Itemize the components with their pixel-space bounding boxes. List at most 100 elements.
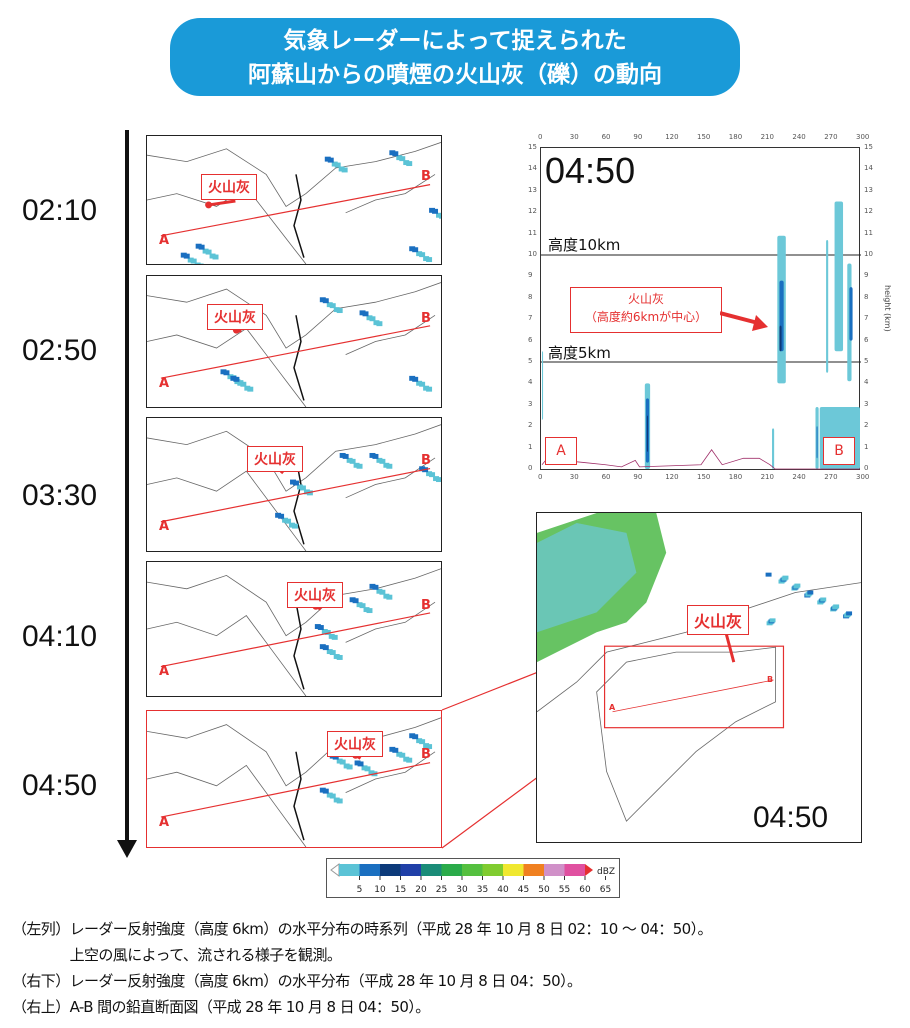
y-tick-label: 13 — [864, 185, 873, 194]
ash-callout: 火山灰 （高度約6kmが中心） — [570, 287, 722, 333]
colorbar-tick-label: 25 — [436, 885, 447, 895]
y-tick-label: 2 — [864, 421, 869, 430]
x-tick-label: 210 — [760, 133, 774, 141]
echo-cell — [399, 752, 406, 758]
y-tick-label: 14 — [528, 164, 537, 173]
colorbar-unit: dBZ — [597, 867, 615, 877]
echo-cell — [187, 257, 194, 263]
echo-cell — [389, 150, 396, 156]
y-tick-label: 14 — [864, 164, 873, 173]
echo-cell — [212, 254, 219, 260]
section-line-a-b — [160, 612, 431, 668]
colorbar-legend: 5 10 15 20 25 30 35 40 45 50 55 60 65 dBZ — [326, 858, 620, 898]
colorbar-tick-label: 45 — [518, 885, 529, 895]
echo-column — [772, 428, 775, 469]
echo-cell — [392, 747, 399, 753]
time-label: 02:10 — [22, 194, 98, 227]
echo-cell — [379, 589, 386, 595]
echo-cell — [327, 157, 334, 163]
echo-cell — [406, 757, 413, 763]
echo-cell — [426, 257, 433, 263]
echo-cell — [372, 584, 379, 590]
colorbar-tick-label: 35 — [477, 885, 488, 895]
echo-cell — [292, 523, 298, 529]
time-label: 03:30 — [22, 479, 98, 512]
echo-cell — [794, 583, 801, 588]
ash-pointer-arrow — [208, 199, 236, 207]
caption-bottom-right: （右下）レーダー反射強度（高度 6km）の水平分布（平成 28 年 10 月 8… — [12, 972, 582, 990]
point-b-label: B — [421, 453, 431, 469]
colorbar-swatch — [339, 864, 360, 876]
echo-cell — [406, 161, 413, 167]
y-tick-label: 2 — [528, 421, 533, 430]
colorbar-tick-label: 30 — [456, 885, 468, 895]
time-label: 04:50 — [22, 769, 98, 802]
echo-cell — [331, 634, 338, 640]
callout-arrow-icon — [720, 311, 768, 331]
precip-area — [537, 522, 637, 633]
ash-callout-title: 火山灰 — [627, 292, 664, 306]
colorbar-tick-label: 50 — [538, 885, 550, 895]
detail-map-time: 04:50 — [753, 801, 829, 834]
caption-left-column-cont: 上空の風によって、流される様子を観測。 — [12, 946, 342, 964]
echo-cell — [372, 453, 379, 459]
point-b-label: B — [421, 747, 431, 763]
cross-section-time: 04:50 — [545, 150, 636, 191]
colorbar-tick-label: 40 — [497, 885, 509, 895]
echo-cell — [336, 798, 343, 804]
x-tick-label: 60 — [601, 133, 611, 141]
echo-cell — [341, 167, 348, 173]
y-tick-label: 0 — [528, 464, 533, 472]
echo-cell — [432, 208, 439, 214]
zoom-region — [603, 645, 785, 729]
point-a-label: A — [609, 703, 616, 712]
echo-cell — [342, 453, 349, 459]
point-b-label: B — [421, 169, 431, 185]
x-tick-label: 150 — [697, 133, 711, 141]
y-tick-label: 5 — [528, 357, 533, 365]
echo-cell — [338, 166, 345, 172]
colorbar-tick-label: 15 — [395, 885, 406, 895]
echo-column — [816, 426, 818, 459]
colorbar-swatch — [462, 864, 483, 876]
echo-cell — [426, 386, 433, 392]
echo-cell — [359, 603, 366, 609]
arrow-down-icon — [117, 840, 137, 858]
y-tick-label: 3 — [864, 399, 869, 408]
radar-map-panel: A B 火山灰 — [146, 275, 442, 408]
caption-left-column: （左列）レーダー反射強度（高度 6km）の水平分布の時系列（平成 28 年 10… — [12, 920, 713, 938]
echo-cell — [334, 162, 341, 168]
echo-cell — [240, 381, 247, 387]
radar-map-panel: A B 火山灰 — [146, 561, 442, 697]
echo-cell — [399, 156, 406, 162]
echo-cell — [278, 513, 285, 519]
ash-callout-note: （高度約6kmが中心） — [584, 310, 708, 324]
x-tick-label: 120 — [665, 473, 679, 481]
echo-cell — [324, 629, 331, 635]
echo-cell — [205, 249, 212, 255]
timeline-arrow — [125, 130, 129, 845]
echo-cell — [419, 739, 426, 745]
colorbar-swatch — [523, 864, 544, 876]
time-label: 02:50 — [22, 334, 98, 367]
echo-cell — [362, 311, 369, 317]
x-tick-label: 240 — [792, 133, 806, 141]
colorbar-swatch — [544, 864, 565, 876]
echo-column — [849, 287, 853, 341]
y-tick-label: 15 — [528, 143, 537, 151]
echo-cell — [198, 244, 205, 250]
echo-cell — [329, 650, 336, 656]
point-a-label: A — [159, 519, 170, 535]
point-b-label: B — [421, 597, 431, 613]
x-tick-label: 30 — [569, 473, 579, 481]
radar-map-panel: A B 火山灰 — [146, 710, 442, 848]
colorbar-swatch — [380, 864, 401, 876]
point-a-label: A — [159, 814, 170, 830]
echo-cell — [426, 744, 433, 750]
echo-column — [646, 415, 648, 452]
echo-cell — [429, 207, 436, 213]
caption-top-right: （右上）A-B 間の鉛直断面図（平成 28 年 10 月 8 日 04：50）。 — [12, 998, 430, 1016]
level-5km-label: 高度5km — [548, 344, 611, 362]
y-tick-label: 10 — [528, 250, 537, 258]
